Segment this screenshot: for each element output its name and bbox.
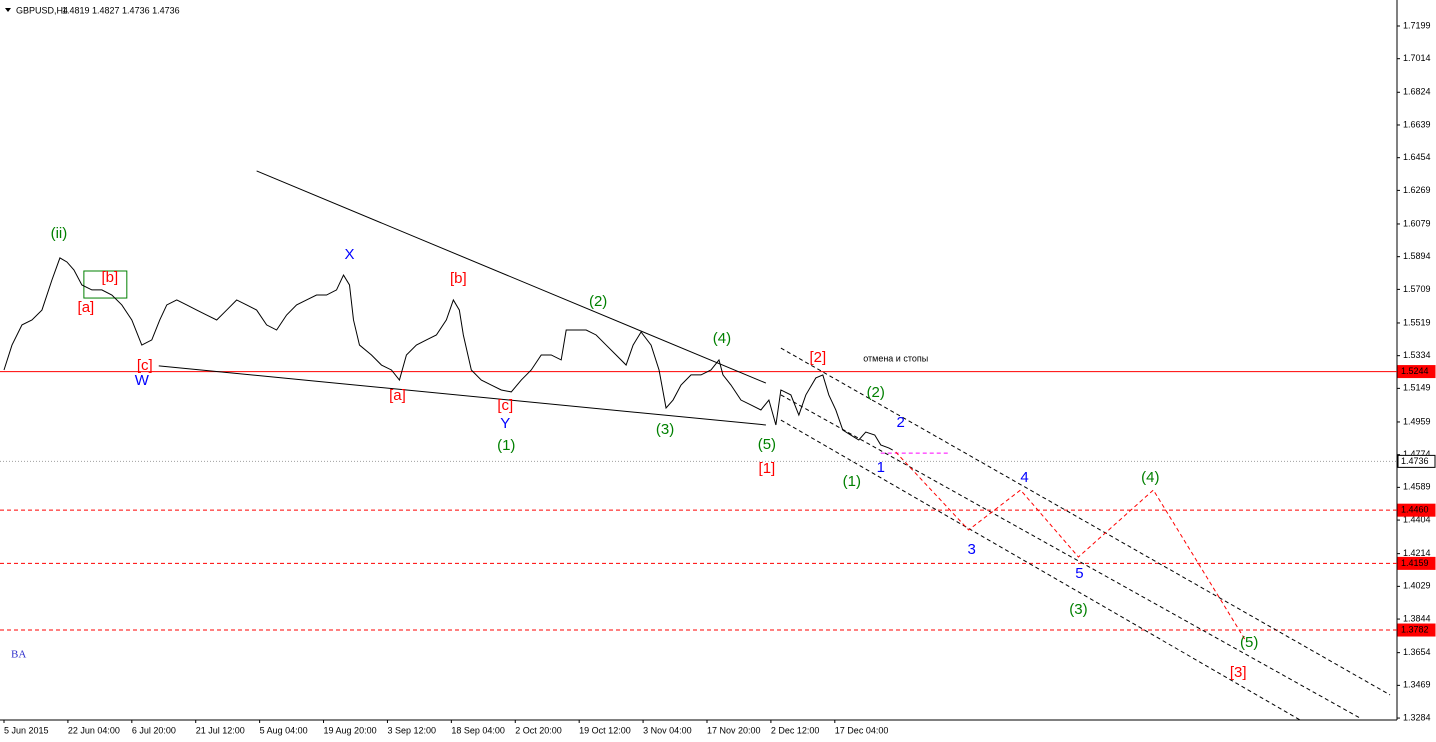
price-level-label: 1.4460 [1401,505,1429,515]
price-line [3,257,893,451]
y-tick-label: 1.7014 [1403,53,1431,63]
wave-label: (4) [713,330,731,347]
price-level-label: 1.4159 [1401,558,1429,568]
wave-label: [3] [1230,664,1247,681]
x-tick-label: 3 Sep 12:00 [387,725,436,735]
price-level-tag [1397,503,1436,517]
x-tick-label: 22 Jun 04:00 [68,725,120,735]
ohlc: 1.4819 1.4827 1.4736 1.4736 [62,5,180,15]
wave-label: 5 [1075,565,1083,582]
symbol: GBPUSD,H4 [16,5,68,15]
wave-label: 4 [1020,469,1028,486]
x-tick-label: 3 Nov 04:00 [643,725,692,735]
y-tick-label: 1.4214 [1403,548,1431,558]
y-tick-label: 1.6824 [1403,87,1431,97]
y-tick-label: 1.6454 [1403,152,1431,162]
y-tick-label: 1.5894 [1403,251,1431,261]
x-tick-label: 2 Dec 12:00 [771,725,820,735]
wave-label: [c] [497,397,513,414]
y-tick-label: 1.6269 [1403,185,1431,195]
y-tick-label: 1.3654 [1403,647,1431,657]
wave-label: (5) [758,436,776,453]
y-tick-label: 1.4589 [1403,482,1431,492]
zone-box [83,270,128,299]
price-level-tag [1397,454,1436,468]
x-tick-label: 17 Dec 04:00 [835,725,889,735]
wave-label: [1] [759,460,776,477]
trend-line [780,347,1391,696]
trend-line [780,394,1361,719]
y-tick-label: 1.5334 [1403,350,1431,360]
wave-label: 3 [967,541,975,558]
y-tick-label: 1.3284 [1403,712,1431,722]
x-tick-label: 2 Oct 20:00 [515,725,562,735]
wave-label: 2 [897,414,905,431]
wave-label: (2) [867,384,885,401]
y-tick-label: 1.3844 [1403,613,1431,623]
y-tick-label: 1.4959 [1403,416,1431,426]
wave-label: [b] [450,270,467,287]
y-tick-label: 1.7199 [1403,20,1431,30]
wave-label: (3) [656,421,674,438]
price-level-label: 1.5244 [1401,366,1429,376]
y-tick-label: 1.5149 [1403,383,1431,393]
wave-label: (1) [843,473,861,490]
wave-label: (3) [1069,601,1087,618]
y-tick-label: 1.6639 [1403,119,1431,129]
wave-label: [a] [389,387,406,404]
menu-arrow [5,8,11,12]
y-tick-label: 1.5519 [1403,317,1431,327]
wave-label: [c] [137,357,153,374]
trend-line [780,419,1301,721]
wave-label: (5) [1240,634,1258,651]
price-level-label: 1.4736 [1401,456,1429,466]
x-tick-label: 6 Jul 20:00 [132,725,176,735]
trend-line [158,365,766,426]
x-tick-label: 21 Jul 12:00 [196,725,245,735]
x-tick-label: 19 Aug 20:00 [324,725,377,735]
price-level-tag [1397,556,1436,570]
y-tick-label: 1.3469 [1403,680,1431,690]
wave-label: [a] [78,299,95,316]
wave-label: [2] [809,349,826,366]
trend-line [256,170,767,384]
wave-label: X [344,246,354,263]
x-tick-label: 19 Oct 12:00 [579,725,631,735]
price-level-tag [1397,623,1436,637]
y-tick-label: 1.4029 [1403,581,1431,591]
wave-label: Y [500,415,510,432]
y-tick-label: 1.5709 [1403,284,1431,294]
wave-label: W [135,372,150,389]
y-tick-label: 1.4774 [1403,449,1431,459]
y-tick-label: 1.6079 [1403,218,1431,228]
wave-label: (2) [589,293,607,310]
wave-label: (1) [497,437,515,454]
y-tick-label: 1.4404 [1403,514,1431,524]
wave-label: (ii) [51,225,68,242]
wave-label: 1 [877,459,885,476]
price-level-tag [1397,365,1436,379]
wave-label: отмена и стопы [863,353,928,363]
price-level-label: 1.3782 [1401,624,1429,634]
wave-label: (4) [1141,469,1159,486]
x-tick-label: 17 Nov 20:00 [707,725,761,735]
x-tick-label: 5 Aug 04:00 [260,725,308,735]
x-tick-label: 18 Sep 04:00 [451,725,505,735]
wave-label: [b] [102,269,119,286]
x-tick-label: 5 Jun 2015 [4,725,49,735]
watermark: BA [11,649,26,661]
